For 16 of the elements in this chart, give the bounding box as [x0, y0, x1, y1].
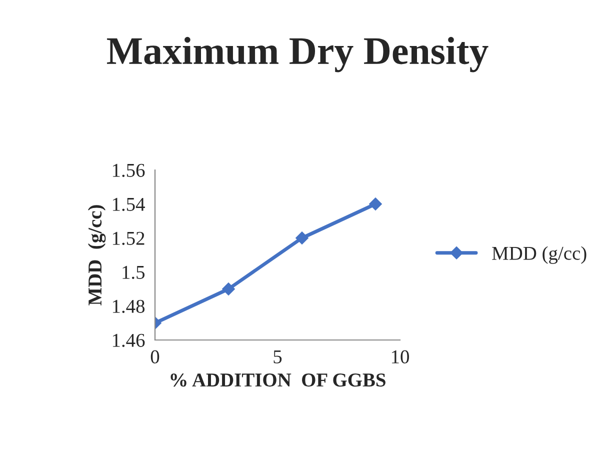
x-tick-label: 0 [150, 350, 160, 364]
x-tick-label: 5 [274, 350, 282, 364]
y-tick-label: 1.46 [112, 334, 145, 348]
point [369, 198, 382, 210]
y-tick-label: 1.48 [112, 300, 145, 314]
point [296, 232, 308, 244]
legend-label: MDD (g/cc) [492, 246, 586, 264]
y-tick-label: 1.5 [122, 266, 145, 280]
chart-title: Maximum Dry Density [106, 36, 488, 72]
y-tick-label: 1.54 [112, 198, 145, 212]
y-tick-label: 1.52 [112, 232, 144, 246]
y-tick-label: 1.56 [112, 164, 145, 178]
x-tick-label: 10 [392, 350, 409, 364]
x-axis-title: % ADDITION OF GGBS [170, 373, 386, 387]
point [222, 282, 235, 296]
y-axis-title: MDD (g/cc) [88, 205, 106, 306]
